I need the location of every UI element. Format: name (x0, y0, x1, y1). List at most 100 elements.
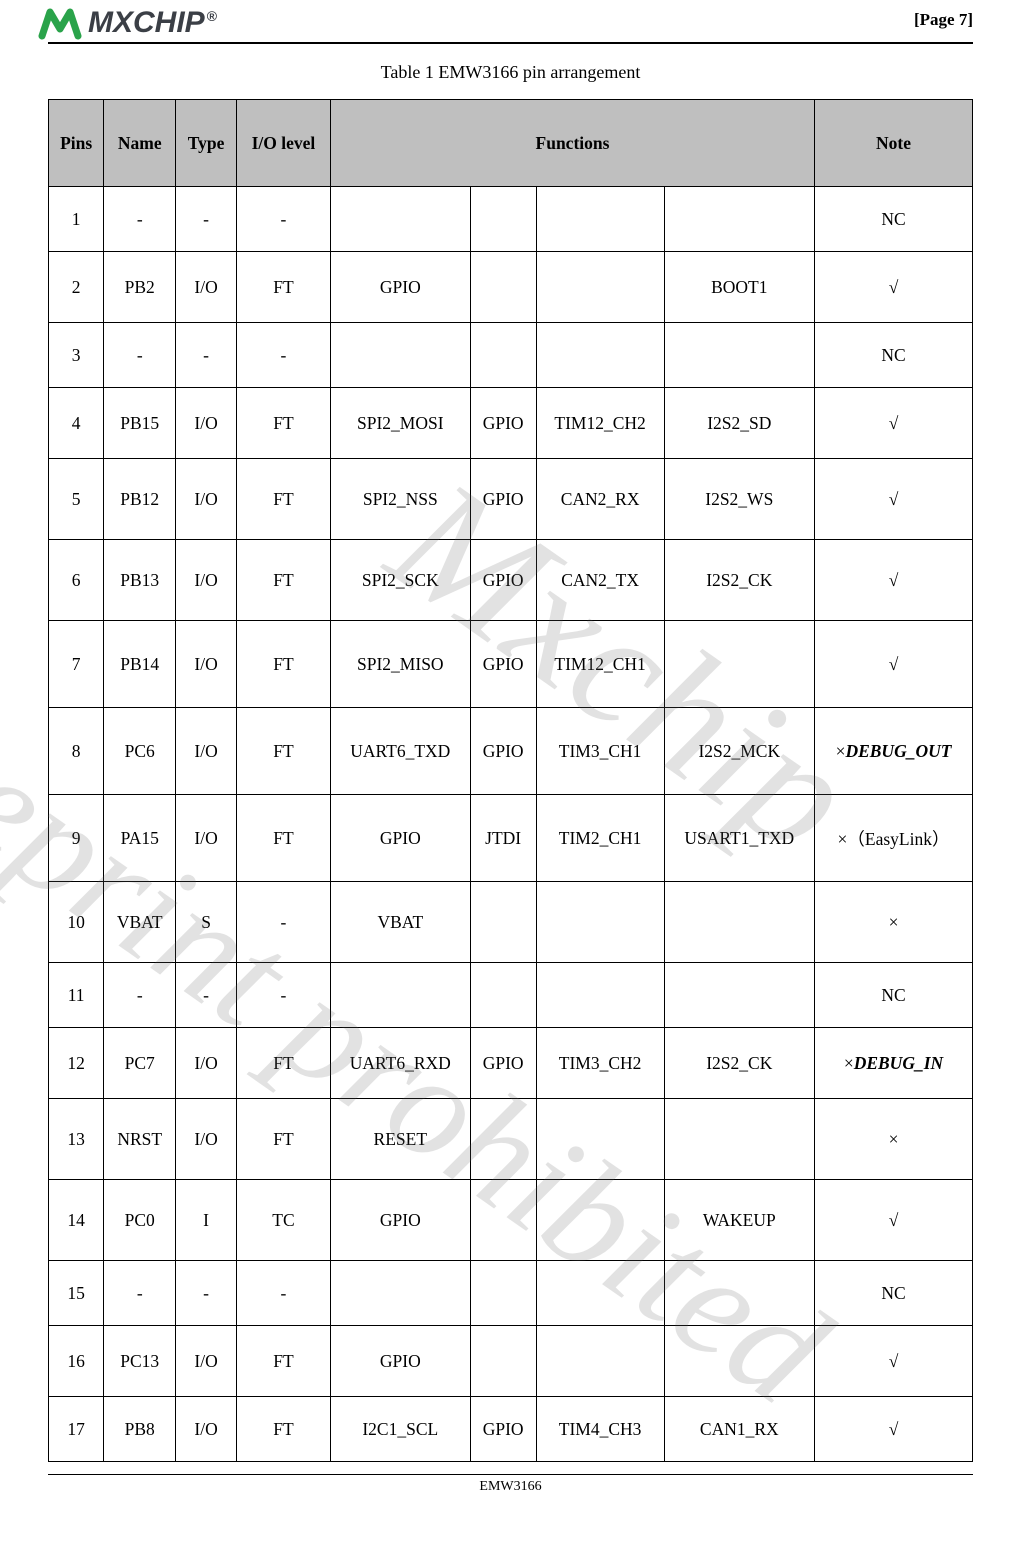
table-cell (470, 252, 536, 323)
note-cell: NC (815, 323, 973, 388)
table-cell (470, 882, 536, 963)
table-cell: VBAT (104, 882, 176, 963)
table-cell: CAN1_RX (664, 1397, 814, 1462)
note-cell: √ (815, 1180, 973, 1261)
table-row: 6PB13I/OFTSPI2_SCKGPIOCAN2_TXI2S2_CK√ (49, 540, 973, 621)
col-name: Name (104, 100, 176, 187)
table-cell: - (236, 1261, 330, 1326)
table-cell: SPI2_SCK (330, 540, 470, 621)
table-row: 3---NC (49, 323, 973, 388)
table-cell: - (236, 963, 330, 1028)
table-cell: PB14 (104, 621, 176, 708)
table-cell: VBAT (330, 882, 470, 963)
table-cell: FT (236, 540, 330, 621)
note-cell: NC (815, 187, 973, 252)
table-cell (470, 1099, 536, 1180)
table-cell: NRST (104, 1099, 176, 1180)
table-cell: FT (236, 1326, 330, 1397)
table-row: 16PC13I/OFTGPIO√ (49, 1326, 973, 1397)
col-type: Type (176, 100, 237, 187)
col-functions: Functions (330, 100, 814, 187)
table-cell: I/O (176, 708, 237, 795)
logo-icon (38, 6, 82, 40)
table-body: 1---NC2PB2I/OFTGPIOBOOT1√3---NC4PB15I/OF… (49, 187, 973, 1462)
table-cell: WAKEUP (664, 1180, 814, 1261)
table-cell: I/O (176, 388, 237, 459)
col-pins: Pins (49, 100, 104, 187)
table-cell: 4 (49, 388, 104, 459)
table-cell: 12 (49, 1028, 104, 1099)
col-note: Note (815, 100, 973, 187)
table-cell (664, 963, 814, 1028)
table-cell: RESET (330, 1099, 470, 1180)
table-cell (664, 1326, 814, 1397)
note-cell: ×DEBUG_OUT (815, 708, 973, 795)
table-cell: 14 (49, 1180, 104, 1261)
note-cell: √ (815, 1326, 973, 1397)
table-row: 14PC0ITCGPIOWAKEUP√ (49, 1180, 973, 1261)
table-cell (330, 963, 470, 1028)
table-cell: I/O (176, 621, 237, 708)
table-cell (536, 1326, 664, 1397)
table-row: 5PB12I/OFTSPI2_NSSGPIOCAN2_RXI2S2_WS√ (49, 459, 973, 540)
logo-word: MXCHIP (88, 6, 205, 39)
table-cell: GPIO (330, 1180, 470, 1261)
table-cell: 15 (49, 1261, 104, 1326)
table-cell: GPIO (470, 459, 536, 540)
table-row: 12PC7I/OFTUART6_RXDGPIOTIM3_CH2I2S2_CK×D… (49, 1028, 973, 1099)
table-cell (664, 187, 814, 252)
col-io: I/O level (236, 100, 330, 187)
table-cell: FT (236, 1397, 330, 1462)
table-cell (536, 882, 664, 963)
table-cell: I/O (176, 1397, 237, 1462)
table-cell: 1 (49, 187, 104, 252)
note-cell: √ (815, 459, 973, 540)
note-cell: × (815, 1099, 973, 1180)
note-cell: √ (815, 388, 973, 459)
table-cell: 5 (49, 459, 104, 540)
table-header-row: Pins Name Type I/O level Functions Note (49, 100, 973, 187)
note-cell: ×（EasyLink） (815, 795, 973, 882)
table-cell: PC6 (104, 708, 176, 795)
pin-table: Pins Name Type I/O level Functions Note … (48, 99, 973, 1462)
table-row: 4PB15I/OFTSPI2_MOSIGPIOTIM12_CH2I2S2_SD√ (49, 388, 973, 459)
table-cell: - (176, 1261, 237, 1326)
table-cell: I2S2_WS (664, 459, 814, 540)
table-cell: PB13 (104, 540, 176, 621)
table-cell: 3 (49, 323, 104, 388)
table-cell: I (176, 1180, 237, 1261)
table-cell: 11 (49, 963, 104, 1028)
table-cell (664, 621, 814, 708)
table-cell: I/O (176, 540, 237, 621)
table-cell: I/O (176, 1326, 237, 1397)
table-row: 15---NC (49, 1261, 973, 1326)
table-cell (330, 323, 470, 388)
table-cell: I2S2_MCK (664, 708, 814, 795)
table-cell: FT (236, 1099, 330, 1180)
table-cell: TIM12_CH2 (536, 388, 664, 459)
table-cell: I/O (176, 252, 237, 323)
table-cell: 7 (49, 621, 104, 708)
note-cell: √ (815, 540, 973, 621)
table-cell: - (236, 882, 330, 963)
table-cell: GPIO (330, 1326, 470, 1397)
table-cell: I2S2_SD (664, 388, 814, 459)
table-cell: TIM2_CH1 (536, 795, 664, 882)
table-cell: 9 (49, 795, 104, 882)
table-cell: FT (236, 252, 330, 323)
table-cell: PB2 (104, 252, 176, 323)
table-cell: GPIO (330, 252, 470, 323)
header-rule (48, 42, 973, 44)
table-cell: FT (236, 621, 330, 708)
table-cell: CAN2_TX (536, 540, 664, 621)
table-cell (330, 1261, 470, 1326)
table-cell: CAN2_RX (536, 459, 664, 540)
table-cell: 8 (49, 708, 104, 795)
table-cell: PB15 (104, 388, 176, 459)
table-cell: BOOT1 (664, 252, 814, 323)
table-cell: FT (236, 1028, 330, 1099)
table-cell: - (104, 323, 176, 388)
footer-text: EMW3166 (48, 1475, 973, 1505)
table-cell: PC7 (104, 1028, 176, 1099)
table-cell: - (104, 963, 176, 1028)
